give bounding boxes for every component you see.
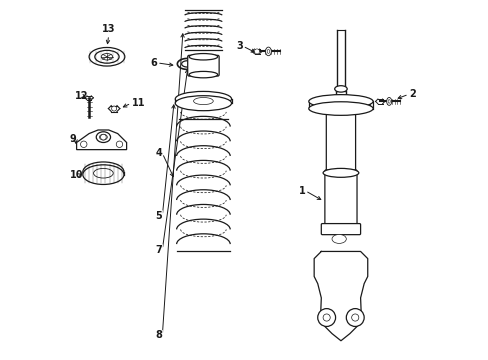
Text: 12: 12 (75, 91, 88, 101)
Ellipse shape (95, 50, 119, 63)
Ellipse shape (386, 98, 391, 105)
Ellipse shape (189, 54, 217, 60)
Ellipse shape (266, 49, 269, 53)
Text: 4: 4 (155, 148, 162, 158)
Ellipse shape (99, 134, 107, 140)
Text: 13: 13 (102, 23, 115, 33)
Ellipse shape (308, 102, 372, 115)
Text: 69: 69 (334, 236, 343, 242)
Ellipse shape (308, 95, 372, 108)
Circle shape (111, 106, 116, 111)
FancyBboxPatch shape (325, 109, 355, 174)
Text: 3: 3 (236, 41, 242, 51)
Ellipse shape (82, 165, 123, 184)
Text: 5: 5 (155, 211, 162, 221)
Ellipse shape (101, 54, 112, 60)
FancyBboxPatch shape (324, 170, 356, 228)
Text: 2: 2 (408, 89, 415, 99)
Circle shape (346, 309, 364, 327)
Circle shape (323, 314, 329, 321)
Ellipse shape (96, 132, 110, 143)
Text: 1: 1 (298, 186, 305, 196)
Ellipse shape (189, 71, 217, 78)
Text: 9: 9 (69, 134, 76, 144)
Polygon shape (77, 130, 126, 150)
Circle shape (101, 134, 106, 140)
Text: 7: 7 (155, 245, 162, 255)
Circle shape (351, 314, 358, 321)
Text: 11: 11 (132, 98, 145, 108)
Ellipse shape (265, 47, 271, 56)
Ellipse shape (323, 168, 358, 177)
Circle shape (194, 64, 199, 69)
Ellipse shape (82, 162, 123, 181)
Circle shape (81, 141, 87, 148)
Ellipse shape (175, 91, 231, 107)
Ellipse shape (331, 234, 346, 243)
Ellipse shape (89, 48, 124, 66)
Text: 10: 10 (69, 170, 83, 180)
Ellipse shape (387, 100, 389, 103)
Text: 6: 6 (150, 58, 157, 68)
FancyBboxPatch shape (321, 224, 360, 235)
Text: 8: 8 (155, 330, 162, 341)
Circle shape (317, 309, 335, 327)
Ellipse shape (93, 168, 113, 178)
Circle shape (194, 58, 199, 63)
Ellipse shape (334, 86, 346, 92)
Circle shape (254, 49, 259, 54)
Ellipse shape (175, 96, 231, 111)
Ellipse shape (193, 98, 213, 105)
FancyBboxPatch shape (187, 55, 219, 76)
Circle shape (116, 141, 122, 148)
